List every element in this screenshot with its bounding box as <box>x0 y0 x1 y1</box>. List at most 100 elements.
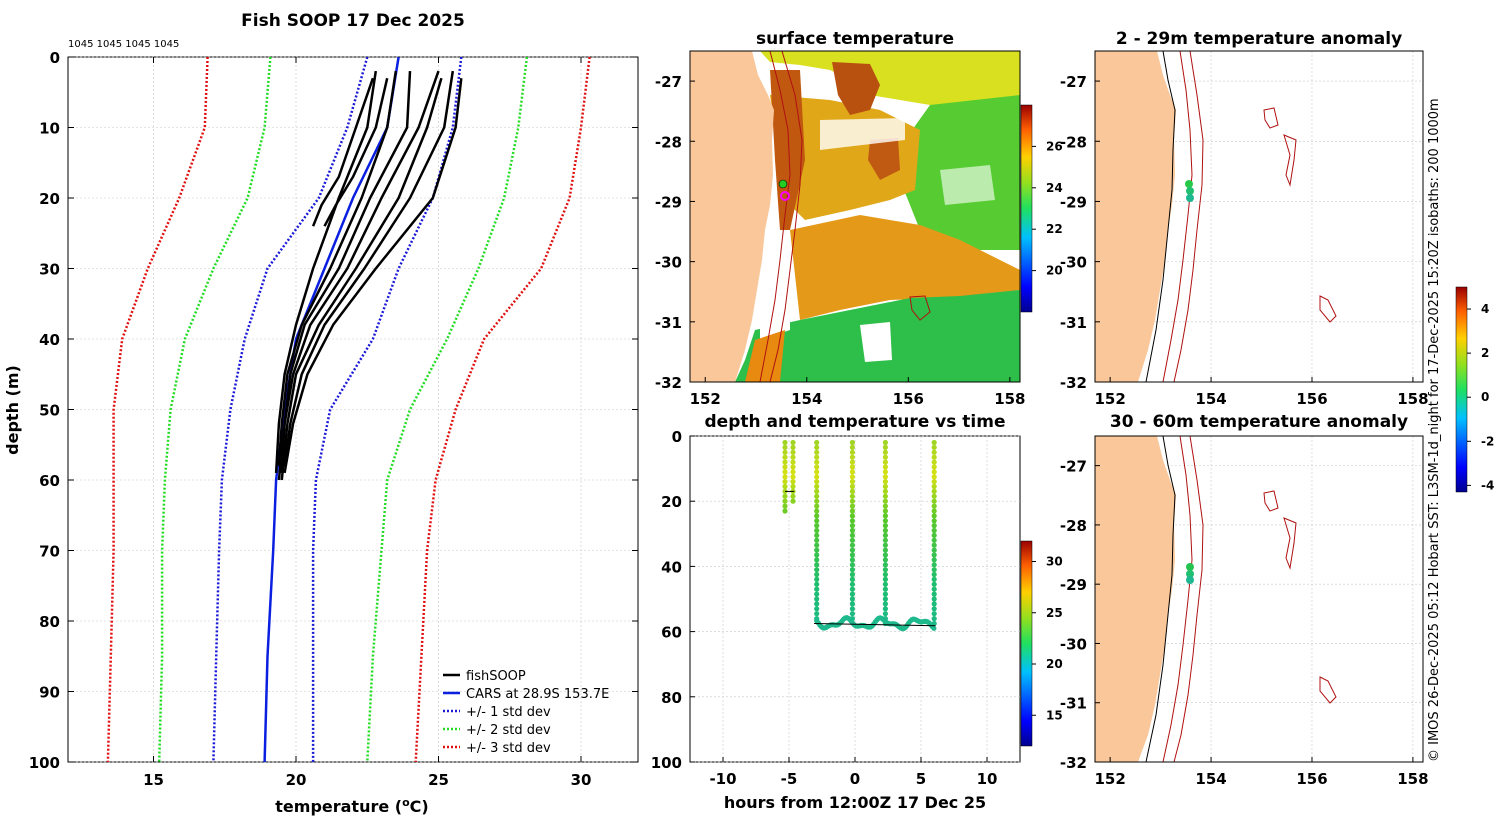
cast-3-point <box>849 479 856 485</box>
cast-3-point <box>849 547 856 553</box>
profile-ytick-label: 10 <box>39 120 60 138</box>
profile-ylabel: depth (m) <box>3 365 22 455</box>
cast-4-point <box>882 498 889 504</box>
anomaly-colorbar-ticks: 4 2 0 -2 -4 <box>1467 302 1494 492</box>
cast-3-point <box>849 459 856 465</box>
cast-5-point <box>931 606 937 612</box>
cast-2-point <box>814 601 820 607</box>
profile-legend: fishSOOP CARS at 28.9S 153.7E +/- 1 std … <box>443 669 609 756</box>
anomaly-shallow-isobath-200 <box>1162 51 1193 382</box>
cast-0-point <box>782 439 788 446</box>
anomaly-deep-marker-1 <box>1186 563 1194 571</box>
anomaly-shallow-frame <box>1094 50 1424 383</box>
cast-2-point <box>814 444 820 450</box>
anomaly-deep-land <box>1095 436 1176 762</box>
profile-ytick-label: 90 <box>39 684 60 702</box>
timeseries-ytick-label: 80 <box>661 689 682 707</box>
anomaly-colorbar-tick-label: 0 <box>1481 390 1489 404</box>
cast-3-point <box>849 449 856 455</box>
timeseries-ytick-label: 60 <box>661 624 682 642</box>
cast-0-point <box>782 459 788 465</box>
anomaly-deep-map <box>1095 436 1337 762</box>
sst-xtick-label: 152 <box>690 390 721 408</box>
cast-3-point <box>849 581 856 587</box>
cast-2-point <box>814 474 820 480</box>
cast-4-point <box>882 542 889 548</box>
sst-colorbar-tick-label: 24 <box>1046 181 1063 195</box>
profile-ticks: 15 20 25 30 0 10 20 30 40 50 60 70 80 90 100 <box>29 49 638 789</box>
timeseries-xtick-label: -10 <box>709 770 736 788</box>
cast-4-point <box>882 596 889 602</box>
cast-5-point <box>931 474 937 480</box>
cast-5-point <box>931 552 937 558</box>
anomaly-deep-isobath-1000 <box>1173 436 1204 762</box>
anomaly-deep-xtick-label: 156 <box>1296 770 1327 788</box>
cast-2-point <box>814 454 820 460</box>
cast-5-point <box>931 469 937 475</box>
cast-3-point <box>849 606 856 612</box>
cast-4-point <box>882 537 889 543</box>
anomaly-shallow-marker-2 <box>1186 187 1194 195</box>
timeseries-ytick-label: 20 <box>661 493 682 511</box>
anomaly-deep-title: 30 - 60m temperature anomaly <box>1110 412 1408 432</box>
cast-4-point <box>882 493 889 499</box>
cast-4-point <box>882 523 889 529</box>
cast-0-point <box>782 464 788 470</box>
anomaly-deep-xtick-label: 152 <box>1094 770 1125 788</box>
anomaly-shallow-ytick-label: -31 <box>1060 314 1087 332</box>
cast-4-point <box>882 562 889 568</box>
sst-patch-warm-core-east <box>868 138 900 180</box>
cast-1-point <box>790 483 796 490</box>
cast-2-point <box>814 596 820 602</box>
anomaly-shallow-ticks: 152 154 156 158 -27 -28 -29 -30 -31 -32 <box>1060 73 1429 408</box>
sst-colorbar-tick-label: 20 <box>1046 264 1063 278</box>
cast-3-point <box>849 567 856 573</box>
anomaly-shallow-ytick-label: -30 <box>1060 254 1087 272</box>
sst-isobath-1000 <box>769 51 803 382</box>
cast-2-point <box>814 498 820 504</box>
cast-2-point <box>814 488 820 494</box>
sst-ticks: 152 154 156 158 -27 -28 -29 -30 -31 -32 <box>655 73 1026 408</box>
timeseries-colorbar-tick-label: 20 <box>1046 657 1063 671</box>
cast-2-point <box>814 518 820 524</box>
cast-4-point <box>882 606 889 612</box>
sst-ytick-label: -27 <box>655 73 682 91</box>
cast-2-point <box>814 479 820 485</box>
profile-xtick-label: 20 <box>286 771 307 789</box>
sst-land <box>690 51 774 382</box>
cast-2-point <box>814 552 820 558</box>
cast-2-point <box>814 542 820 548</box>
cast-5-point <box>931 571 937 578</box>
profile-xtick-label: 15 <box>143 771 164 789</box>
fishsoop-profile-8 <box>323 77 389 227</box>
sst-frame <box>689 50 1021 383</box>
cast-2-point <box>814 611 820 617</box>
cast-0-point <box>782 488 788 494</box>
anomaly-shallow-xtick-label: 152 <box>1094 390 1125 408</box>
cast-3-point <box>849 576 856 583</box>
cast-3-point <box>849 439 856 446</box>
anomaly-shallow-ytick-label: -29 <box>1060 193 1087 211</box>
anomaly-colorbar-tick-label: -2 <box>1481 434 1494 448</box>
cast-5-point <box>931 537 937 543</box>
cast-4-point <box>882 576 889 583</box>
sst-xtick-label: 156 <box>893 390 924 408</box>
cast-5-point <box>931 557 937 563</box>
cast-2-point <box>814 571 820 578</box>
cast-1-point <box>790 493 796 499</box>
cast-5-point <box>931 576 937 583</box>
cast-2-point <box>814 503 820 509</box>
cast-3-point <box>849 571 856 578</box>
cast-3-point <box>849 532 856 539</box>
cast-3-point <box>849 493 856 499</box>
cast-5-point <box>931 532 937 539</box>
sst-xtick-label: 154 <box>791 390 822 408</box>
cast-2-point <box>814 576 820 583</box>
timeseries-colorbar-tick-label: 15 <box>1046 708 1063 722</box>
timeseries-ytick-label: 100 <box>651 754 682 772</box>
anomaly-deep-ytick-label: -31 <box>1060 695 1087 713</box>
cast-1-point <box>790 459 796 465</box>
profile-ytick-label: 20 <box>39 190 60 208</box>
cast-1-point <box>790 479 796 485</box>
cast-5-point <box>931 616 937 622</box>
